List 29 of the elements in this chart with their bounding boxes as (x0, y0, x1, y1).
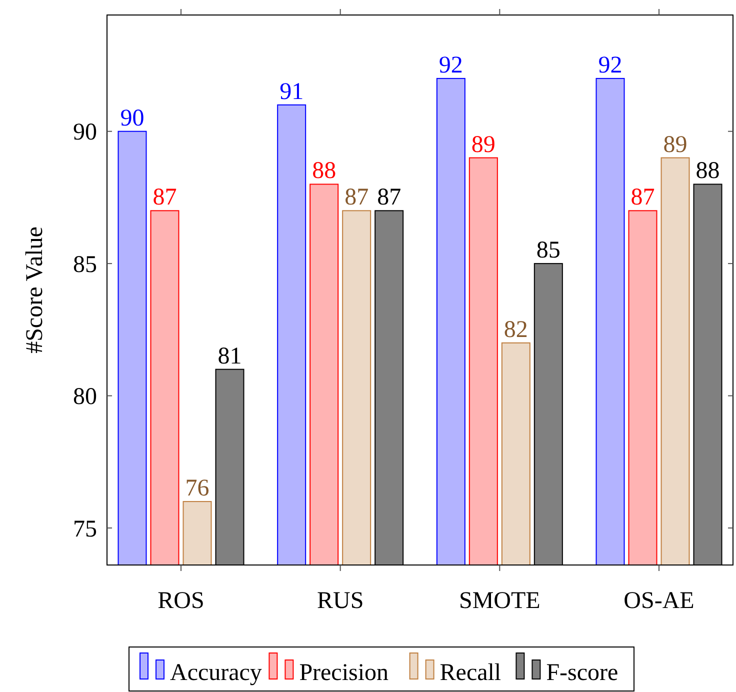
data-label: 81 (218, 343, 242, 370)
data-label: 92 (598, 52, 622, 78)
y-tick-label: 85 (73, 252, 97, 278)
data-label: 87 (630, 184, 655, 211)
data-label: 88 (696, 158, 720, 184)
data-label: 88 (312, 158, 336, 184)
data-label: 90 (120, 105, 144, 132)
data-label: 91 (280, 78, 304, 105)
legend-label: F-score (546, 660, 618, 686)
x-tick-label: RUS (316, 588, 364, 614)
x-tick-label: SMOTE (458, 588, 540, 614)
y-tick-label: 80 (73, 384, 97, 410)
data-label: 85 (536, 238, 560, 264)
legend-label: Accuracy (170, 660, 262, 686)
x-tick-label: OS-AE (624, 588, 694, 614)
data-label: 82 (504, 316, 528, 343)
y-tick-label: 90 (73, 120, 97, 146)
y-tick-label: 75 (73, 516, 97, 542)
data-label: 89 (471, 132, 496, 158)
data-label: 89 (663, 132, 688, 158)
data-label: 87 (377, 184, 402, 211)
data-label: 92 (438, 52, 463, 78)
data-label: 87 (344, 184, 369, 211)
data-label: 76 (185, 476, 210, 502)
x-tick-label: ROS (158, 588, 204, 614)
legend-label: Recall (440, 660, 502, 686)
data-label: 87 (152, 184, 177, 211)
y-axis-title: #Score Value (22, 226, 48, 354)
legend-label: Precision (299, 660, 389, 686)
